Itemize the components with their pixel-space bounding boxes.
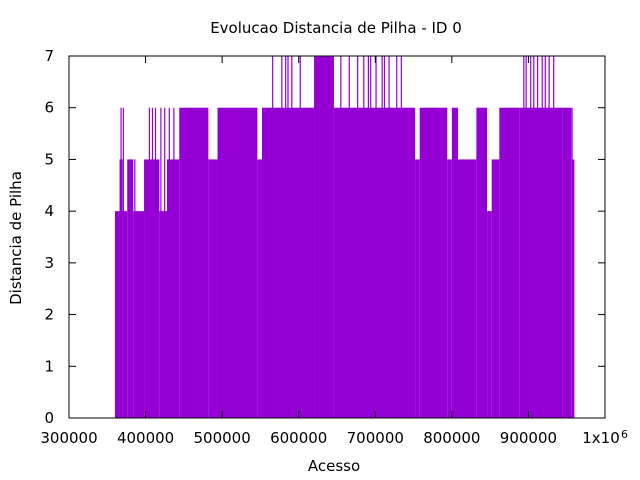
impulse-block — [333, 107, 416, 419]
impulse-block — [167, 159, 180, 418]
impulse-block — [159, 211, 168, 418]
impulse-block — [179, 107, 209, 419]
x-tick-label: 300000 — [40, 429, 97, 447]
impulse-block — [491, 159, 500, 418]
impulse-block — [122, 211, 128, 418]
y-tick-label: 1 — [44, 357, 54, 375]
ticks-layer: 300000 400000 500000 600000 700000 800000 9000… — [40, 47, 619, 447]
impulse-block — [127, 159, 134, 418]
plot-frame — [68, 55, 606, 419]
impulse-block — [457, 159, 477, 418]
y-axis-label: Distancia de Pilha — [7, 171, 25, 305]
x-tick-label: 1x10 — [582, 429, 620, 447]
impulse-block — [114, 211, 120, 418]
y-tick-label: 4 — [44, 202, 54, 220]
y-tick-label: 7 — [44, 47, 54, 65]
impulse-block — [415, 159, 420, 418]
impulse-block — [217, 107, 258, 419]
impulse-block — [314, 56, 334, 418]
y-tick-label: 0 — [44, 409, 54, 427]
x-tick-label: 700000 — [347, 429, 404, 447]
chart-title: Evolucao Distancia de Pilha - ID 0 — [210, 19, 462, 37]
x-axis-label: Acesso — [308, 457, 360, 475]
y-tick-label: 3 — [44, 254, 54, 272]
y-tick-label: 6 — [44, 99, 54, 117]
impulse-block — [476, 107, 488, 419]
x-tick-label: 400000 — [117, 429, 174, 447]
impulse-block — [208, 159, 218, 418]
impulse-block — [133, 211, 145, 418]
bars-layer — [114, 56, 575, 419]
x-multiplier-exponent: 6 — [621, 428, 628, 441]
impulse-block — [562, 107, 572, 419]
impulse-block — [499, 107, 520, 419]
impulse-block — [419, 107, 448, 419]
impulse-block — [144, 159, 160, 418]
impulse-block — [571, 159, 575, 418]
x-tick-label: 800000 — [423, 429, 480, 447]
y-tick-label: 2 — [44, 306, 54, 324]
x-tick-label: 600000 — [270, 429, 327, 447]
impulse-block — [447, 159, 452, 418]
y-tick-label: 5 — [44, 150, 54, 168]
x-tick-label: 900000 — [500, 429, 557, 447]
impulse-block — [487, 211, 492, 418]
impulse-block — [451, 107, 458, 419]
x-tick-label: 500000 — [194, 429, 251, 447]
impulse-block — [257, 159, 262, 418]
